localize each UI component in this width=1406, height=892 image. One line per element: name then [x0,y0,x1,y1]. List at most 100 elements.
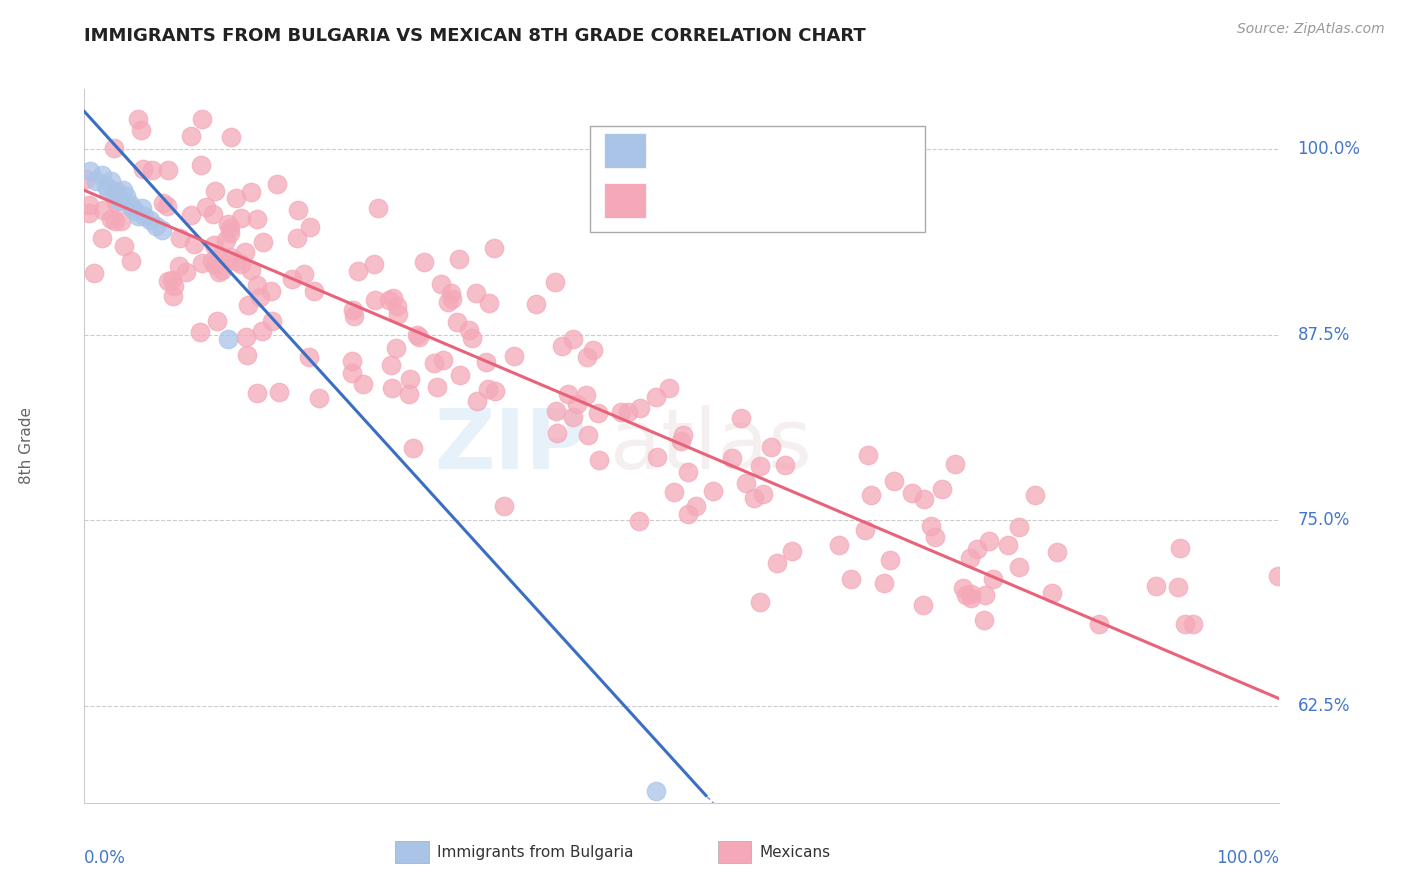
Point [219,129,242,144]
Point [1008,559,1031,574]
Text: Mexicans: Mexicans [759,845,831,860]
Point [363,257,385,271]
Point [378,293,401,308]
Point [702,483,724,498]
Point [1144,579,1167,593]
Point [979,534,1001,549]
Bar [395,840,429,863]
Point [260,314,283,328]
Point [912,598,935,612]
Point [269,384,291,399]
Point [188,326,211,340]
Point [167,259,190,273]
Point [105,194,128,209]
Point [266,177,288,191]
Point [482,241,505,255]
Point [658,381,681,395]
Point [551,339,574,353]
Point [973,588,995,602]
Point [647,450,669,464]
Point [429,277,451,291]
Text: Immigrants from Bulgaria: Immigrants from Bulgaria [437,845,634,860]
Point [461,331,484,345]
Point [546,403,568,417]
Point [260,284,283,298]
Point [285,231,308,245]
Point [449,368,471,382]
Point [828,538,851,552]
Point [645,390,668,404]
Point [380,359,402,373]
Point [752,487,775,501]
Point [721,450,744,465]
Point [236,298,259,312]
Point [157,274,180,288]
Point [183,236,205,251]
Point [544,275,567,289]
Text: 62.5%: 62.5% [1298,698,1350,715]
Point [191,112,214,126]
Point [997,538,1019,552]
Point [225,191,247,205]
Point [1088,617,1111,632]
Point [402,441,425,455]
Bar [605,134,647,168]
Point [218,250,240,264]
Point [364,293,387,307]
Bar [605,184,647,218]
Point [112,239,135,253]
Point [246,278,269,293]
Point [225,253,247,268]
Point [465,394,488,409]
Point [384,341,406,355]
Point [246,212,269,227]
Point [766,556,789,570]
Point [292,267,315,281]
Point [157,163,180,178]
Point [387,307,409,321]
Point [477,382,499,396]
Point [562,410,585,425]
Point [90,231,112,245]
Point [139,213,162,227]
Point [503,349,526,363]
Point [1174,617,1197,632]
Point [382,291,405,305]
Point [1046,544,1069,558]
Point [412,255,434,269]
Point [194,200,217,214]
Point [233,245,256,260]
Text: 75.0%: 75.0% [1298,511,1350,529]
Point [127,209,149,223]
Point [342,303,364,318]
Point [901,485,924,500]
Point [422,356,444,370]
Point [685,499,707,513]
Point [190,256,212,270]
Point [202,238,225,252]
Point [408,330,430,344]
Text: atlas: atlas [610,406,811,486]
Point [630,401,652,415]
Point [91,169,114,183]
Point [132,161,155,176]
Point [879,553,901,567]
Point [742,491,765,505]
Point [644,784,666,798]
Point [150,223,173,237]
Point [207,265,229,279]
Point [107,189,129,203]
Point [524,297,547,311]
Point [218,221,240,235]
Point [79,164,101,178]
Point [484,384,506,399]
Point [298,219,321,234]
Point [475,354,498,368]
Point [730,411,752,425]
Point [97,183,120,197]
Point [75,171,97,186]
Point [215,233,238,247]
Point [458,324,481,338]
Point [229,258,252,272]
Point [121,201,143,215]
